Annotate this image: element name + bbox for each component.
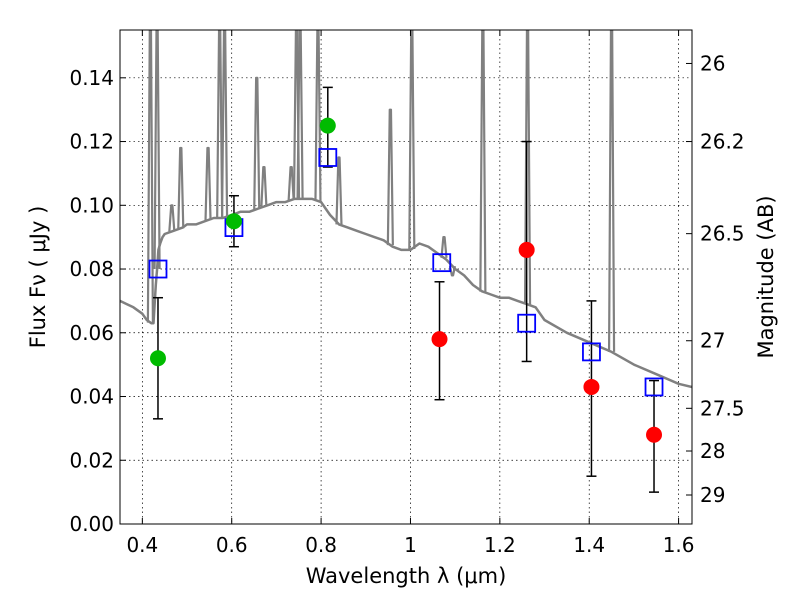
spectrum-emission-line — [253, 76, 261, 210]
y2-tick-label: 26.2 — [700, 130, 745, 154]
y2-tick-label: 26 — [700, 51, 725, 75]
model-photometry-square — [644, 377, 664, 397]
y-axis-label: Flux Fν ( μJy ) — [26, 206, 50, 349]
nondetection-point — [518, 241, 535, 258]
nondetection-point — [646, 426, 663, 443]
y-tick-label: 0.10 — [69, 193, 114, 217]
nondetection-point — [583, 378, 600, 395]
spectrum-continuum-line — [120, 197, 692, 389]
spectrum-emission-line — [314, 30, 322, 202]
model-photometry-square — [582, 342, 601, 362]
y2-tick-label: 27.5 — [700, 396, 745, 420]
y2-tick-label: 27 — [700, 329, 725, 353]
spectrum-emission-line — [386, 108, 394, 246]
nondetection-point — [431, 331, 448, 348]
y-tick-label: 0.14 — [69, 66, 114, 90]
spectrum-emission-line — [260, 165, 268, 207]
x-tick-label: 1.2 — [484, 533, 516, 557]
model-photometry-square — [318, 148, 338, 167]
x-tick-label: 1.4 — [573, 533, 605, 557]
axes-frame — [119, 29, 693, 525]
spectrum-emission-line — [177, 146, 185, 229]
y-tick-label: 0.06 — [69, 321, 114, 345]
spectrum-emission-line — [168, 204, 176, 232]
y2-axis-label: Magnitude (AB) — [754, 195, 778, 358]
detection-point — [225, 213, 242, 230]
y-tick-label: 0.04 — [69, 385, 114, 409]
detection-point — [319, 117, 336, 134]
x-tick-label: 0.4 — [126, 533, 158, 557]
x-tick-label: 1 — [404, 533, 417, 557]
spectrum-emission-line — [440, 236, 448, 258]
spectrum-emission-line — [216, 30, 224, 219]
y-tick-label: 0.12 — [69, 130, 114, 154]
y2-tick-label: 26.5 — [700, 222, 745, 246]
model-photometry-square — [148, 259, 168, 279]
spectrum-emission-line — [335, 156, 343, 225]
model-photometry-square — [432, 253, 452, 273]
detection-point — [149, 350, 166, 367]
y2-tick-label: 29 — [700, 483, 725, 507]
spectrum-emission-line — [146, 30, 154, 323]
spectrum-emission-line — [220, 30, 229, 218]
x-tick-label: 0.6 — [216, 533, 248, 557]
spectrum-emission-line — [607, 30, 616, 352]
y2-tick-label: 28 — [700, 439, 725, 463]
spectrum-emission-line — [204, 146, 212, 221]
spectrum-emission-line — [408, 30, 416, 249]
y-tick-label: 0.02 — [69, 448, 114, 472]
spectrum-emission-line — [296, 30, 304, 199]
plot-area — [120, 30, 692, 493]
model-photometry-square — [517, 313, 537, 333]
ticks: 0.4 0.6 0.8 1 1.2 1.4 1.6 0.00 0.02 0.04 0.06 0.08 0… — [69, 30, 745, 557]
x-tick-label: 1.6 — [663, 533, 695, 557]
spectrum-emission-line — [479, 30, 487, 292]
y-tick-label: 0.00 — [69, 512, 114, 536]
spectrum-emission-line — [153, 30, 161, 270]
y-tick-label: 0.08 — [69, 257, 114, 281]
spectrum-emission-line — [287, 165, 295, 201]
x-axis-label: Wavelength λ (μm) — [306, 564, 507, 588]
x-tick-label: 0.8 — [305, 533, 337, 557]
